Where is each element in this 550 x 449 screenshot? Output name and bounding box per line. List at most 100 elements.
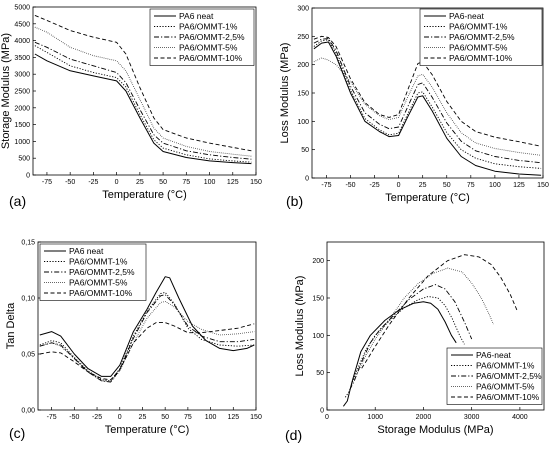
y-tick-label: 4500 [14, 21, 30, 28]
y-tick-label: 3500 [14, 55, 30, 62]
x-tick-label: 25 [139, 414, 147, 421]
y-axis-label: Loss Modulus (MPa) [279, 43, 291, 144]
x-tick-label: 100 [204, 179, 216, 186]
series-line-5 [39, 322, 255, 381]
x-tick-label: 2000 [416, 414, 432, 421]
legend-entry: PA6/OMMT-5% [449, 43, 508, 53]
x-tick-label: -50 [65, 179, 75, 186]
y-axis-label: Storage Modulus (MPa) [0, 33, 12, 149]
legend: PA6 neatPA6/OMMT-1%PA6/OMMT-2,5%PA6/OMMT… [149, 8, 255, 66]
x-tick-label: 0 [118, 414, 122, 421]
x-tick-label: -25 [370, 182, 380, 189]
legend: PA6 neatPA6/OMMT-1%PA6/OMMT-2,5%PA6/OMMT… [39, 243, 147, 301]
legend-entry: PA6/OMMT-2,5% [449, 32, 515, 42]
legend-entry: PA6/OMMT-5% [179, 43, 238, 53]
x-tick-label: 0 [397, 182, 401, 189]
legend-entry: PA6/OMMT-1% [476, 361, 535, 371]
y-tick-label: 100 [297, 119, 309, 126]
series-line-4 [313, 57, 542, 156]
y-tick-label: 2500 [14, 89, 30, 96]
legend: PA6-neatPA6/OMMT-1%PA6/OMMT-2,5%PA6/OMMT… [419, 8, 543, 66]
x-tick-label: 50 [159, 179, 167, 186]
x-tick-label: 150 [250, 414, 262, 421]
x-tick-label: -75 [42, 179, 52, 186]
chart-panel-d: 0 1000 2000 3000 4000 0 50 100 150 200 Storage Mod… [285, 241, 545, 443]
y-tick-label: 50 [301, 147, 309, 154]
y-tick-label: 0,15 [21, 240, 35, 247]
x-tick-label: 125 [513, 182, 525, 189]
y-tick-label: 250 [297, 34, 309, 41]
legend-entry: PA6-neat [476, 350, 511, 360]
y-tick-label: 2000 [14, 105, 30, 112]
legend-entry: PA6/OMMT-10% [69, 288, 133, 298]
x-tick-label: 50 [443, 182, 451, 189]
legend-entry: PA6-neat [449, 11, 484, 21]
x-tick-label: 150 [537, 182, 549, 189]
y-tick-label: 0 [26, 173, 30, 180]
legend-entry: PA6/OMMT-10% [476, 392, 540, 402]
legend-entry: PA6/OMMT-2,5% [476, 371, 542, 381]
x-tick-label: -25 [92, 414, 102, 421]
x-axis-label: Temperature (°C) [102, 189, 186, 201]
series-line-3 [349, 284, 473, 391]
y-tick-label: 150 [312, 296, 324, 303]
y-tick-label: 0,05 [21, 352, 35, 359]
legend-entry: PA6/OMMT-10% [449, 53, 513, 63]
y-tick-label: 1000 [14, 139, 30, 146]
y-tick-label: 300 [297, 6, 309, 13]
legend-entry: PA6 neat [179, 11, 214, 21]
panel-label: (d) [285, 427, 302, 443]
y-tick-label: 0 [305, 176, 309, 183]
series-line-4 [39, 300, 255, 383]
series-line-4 [353, 267, 494, 381]
x-tick-label: 3000 [464, 414, 480, 421]
legend-box [419, 8, 543, 66]
series-line-1 [313, 41, 542, 176]
series-line-5 [34, 14, 252, 152]
legend-entry: PA6 neat [69, 246, 104, 256]
series-line-4 [34, 26, 252, 157]
plot-frame [326, 241, 545, 411]
y-axis-label: Loss Modulus (MPa) [294, 276, 306, 377]
x-tick-label: 25 [419, 182, 427, 189]
x-tick-label: -25 [88, 179, 98, 186]
plot-frame [37, 241, 257, 411]
series-line-2 [313, 39, 542, 169]
series-line-2 [39, 291, 255, 382]
y-tick-label: 5000 [14, 5, 30, 12]
x-tick-label: 1000 [367, 414, 383, 421]
x-tick-label: -75 [321, 182, 331, 189]
series-line-2 [34, 45, 252, 163]
y-tick-label: 100 [312, 333, 324, 340]
series-line-1 [342, 301, 457, 407]
x-tick-label: 50 [161, 414, 169, 421]
panel-label: (a) [9, 193, 26, 209]
x-tick-label: -50 [69, 414, 79, 421]
legend-entry: PA6/OMMT-5% [69, 278, 128, 288]
x-tick-label: 100 [205, 414, 217, 421]
chart-panel-b: -75 -50 -25 0 25 50 75 100 125 150 0 50 100 150 200 250… [279, 6, 549, 210]
x-tick-label: 100 [489, 182, 501, 189]
series-line-3 [39, 294, 255, 383]
series-line-2 [344, 296, 465, 398]
x-tick-label: 125 [227, 414, 239, 421]
panel-label: (c) [9, 425, 25, 441]
legend-entry: PA6/OMMT-2,5% [179, 32, 245, 42]
panel-label: (b) [286, 193, 303, 209]
x-tick-label: -50 [345, 182, 355, 189]
y-tick-label: 0 [320, 408, 324, 415]
x-tick-label: 75 [467, 182, 475, 189]
chart-panel-a: -75 -50 -25 0 25 50 75 100 125 150050010001500200… [0, 5, 262, 210]
series-line-1 [34, 53, 252, 165]
series-line-5 [361, 254, 518, 369]
y-tick-label: 1500 [14, 122, 30, 129]
x-tick-label: 0 [325, 414, 329, 421]
legend-entry: PA6/OMMT-1% [449, 22, 508, 32]
y-tick-label: 50 [316, 370, 324, 377]
y-tick-label: 200 [297, 62, 309, 69]
x-tick-label: 4000 [512, 414, 528, 421]
y-tick-label: 4000 [14, 38, 30, 45]
y-tick-label: 3000 [14, 72, 30, 79]
